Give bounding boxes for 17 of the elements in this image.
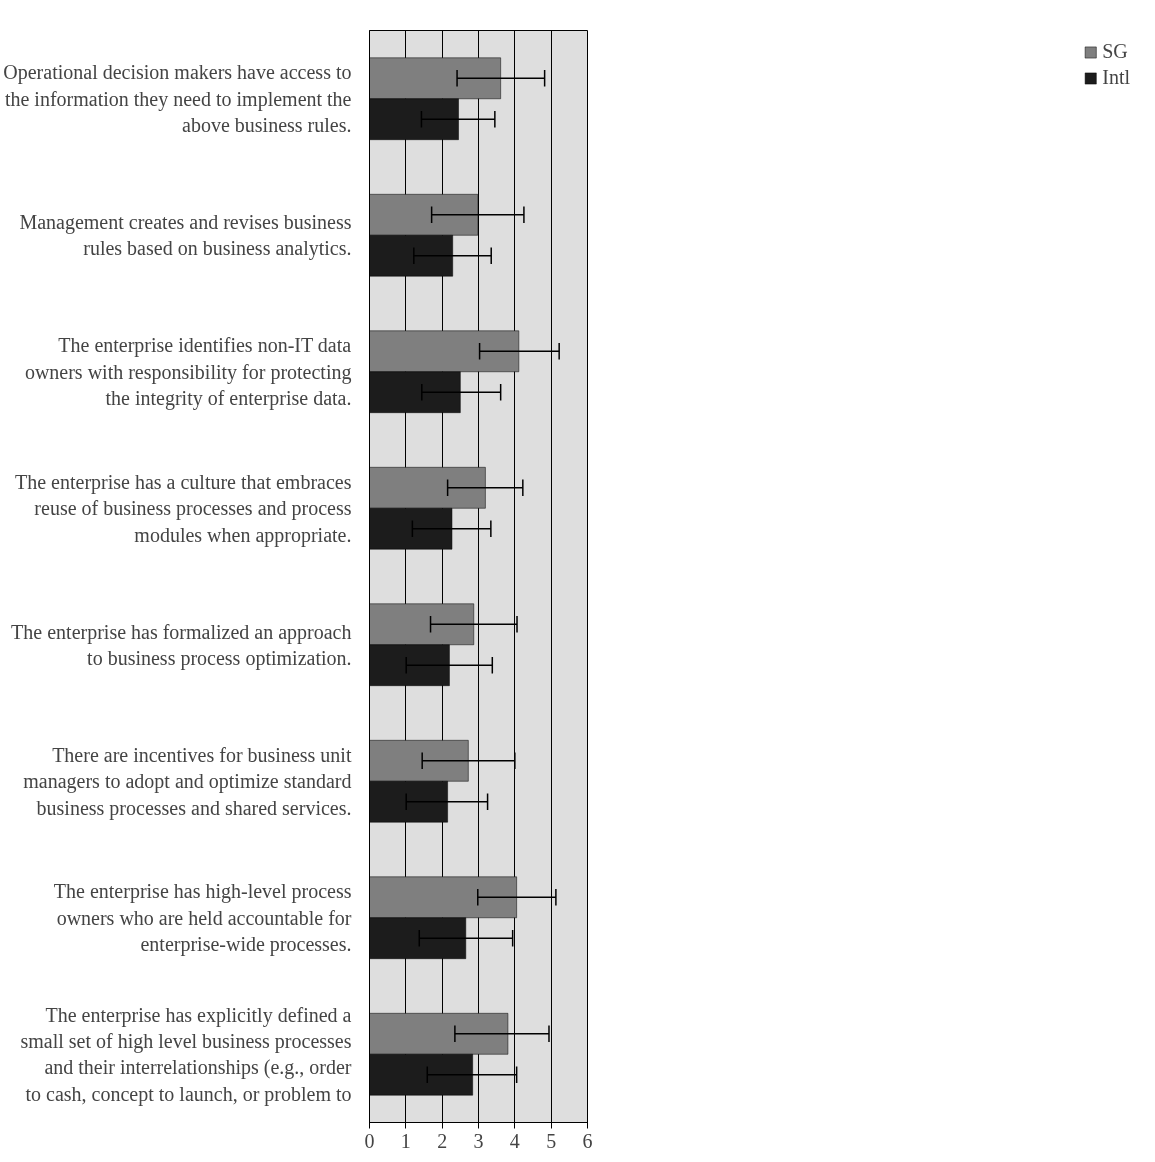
x-tick-label: 2: [437, 1129, 448, 1152]
y-tick-label: Operational decision makers have access to the information they need to implement the above business rules.: [3, 61, 352, 137]
y-tick-label: The enterprise has a culture that embraces reuse of business processes and process modules when appropriate.: [15, 470, 352, 547]
y-tick-label: There are incentives for business unit managers to adopt and optimize standard business processes and shared services.: [23, 743, 352, 820]
x-tick-label: 6: [582, 1129, 593, 1152]
x-tick-label: 5: [546, 1129, 557, 1152]
legend-label: Intl: [1102, 66, 1130, 89]
y-tick-label: The enterprise has formalized an approach to business process optimization.: [11, 620, 352, 670]
y-tick-label: The enterprise has explicitly defined a small set of high level business processes and their interrelationships (e.g., order to cash, concept to launch, or problem to: [20, 1003, 352, 1106]
legend-label: SG: [1102, 40, 1128, 63]
y-tick-label: Management creates and revises business rules based on business analytics.: [19, 211, 352, 261]
x-tick-label: 4: [509, 1129, 520, 1152]
y-tick-label: The enterprise identifies non-IT data owners with responsibility for protecting the integrity of enterprise data.: [24, 334, 352, 411]
y-tick-label: The enterprise has high-level process owners who are held accountable for enterprise-wide processes.: [53, 880, 352, 957]
x-tick-label: 1: [400, 1129, 411, 1152]
x-tick-label: 0: [364, 1129, 375, 1152]
x-tick-label: 3: [473, 1129, 484, 1152]
